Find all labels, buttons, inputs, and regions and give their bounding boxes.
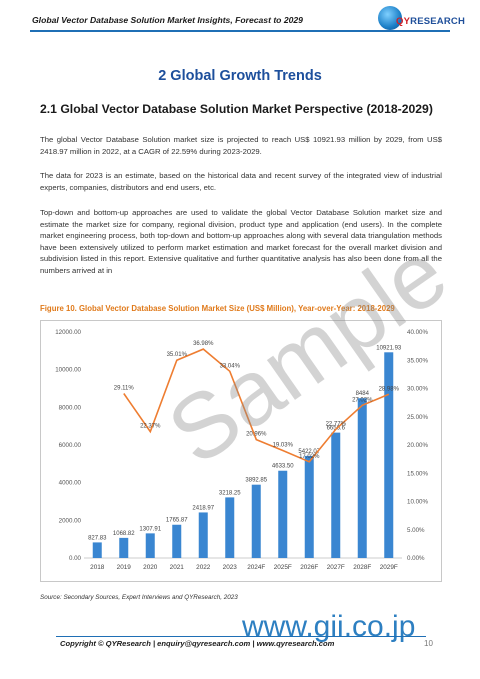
bar	[278, 470, 288, 558]
line-value-label: 22.77%	[326, 421, 347, 427]
x-tick-label: 2027F	[327, 564, 345, 571]
bar	[172, 524, 182, 558]
bar	[92, 542, 102, 558]
bar-value-label: 1307.91	[139, 526, 161, 532]
y-right-tick-label: 25.00%	[407, 414, 428, 421]
market-size-chart: 0.00 2000.00 4000.00 6000.00 8000.00 10000.00…	[40, 320, 442, 582]
x-tick-label: 2021	[170, 564, 185, 571]
y-right-tick-label: 20.00%	[407, 442, 428, 449]
bar	[119, 537, 129, 558]
bar-value-label: 10921.93	[376, 345, 402, 351]
logo-text-secondary: RESEARCH	[410, 16, 466, 27]
bar-value-label: 4633.50	[272, 464, 294, 470]
y-left-tick-label: 10000.00	[55, 367, 81, 374]
line-value-label: 27.02%	[352, 397, 373, 403]
bar-value-label: 2418.97	[192, 505, 214, 511]
line-value-label: 20.96%	[246, 432, 267, 438]
y-right-tick-label: 0.00%	[407, 555, 425, 562]
line-value-label: 35.01%	[167, 352, 188, 358]
line-value-label: 28.98%	[379, 386, 400, 392]
bar-value-label: 3892.85	[245, 478, 267, 484]
y-right-tick-label: 15.00%	[407, 470, 428, 477]
gii-site-watermark: www.gii.co.jp	[242, 610, 416, 643]
page-number: 10	[424, 639, 433, 648]
bar-value-label: 827.83	[88, 535, 107, 541]
bar-value-label: 5422.07	[298, 449, 320, 455]
paragraph-methodology: Top-down and bottom-up approaches are us…	[40, 208, 442, 275]
x-tick-label: 2025F	[274, 564, 292, 571]
y-left-tick-label: 6000.00	[59, 442, 82, 449]
y-right-tick-label: 5.00%	[407, 527, 425, 534]
chart-frame	[40, 320, 442, 582]
source-note: Source: Secondary Sources, Expert Interv…	[40, 594, 238, 601]
x-tick-label: 2026F	[300, 564, 318, 571]
line-value-label: 36.98%	[193, 341, 214, 347]
y-right-tick-label: 30.00%	[407, 386, 428, 393]
y-left-tick-label: 8000.00	[59, 404, 82, 411]
globe-icon	[378, 6, 402, 30]
subsection-title: 2.1 Global Vector Database Solution Mark…	[40, 102, 433, 116]
x-tick-label: 2024F	[247, 564, 265, 571]
growth-rate-line	[123, 348, 390, 463]
x-tick-label: 2022	[196, 564, 211, 571]
line-value-label: 33.04%	[220, 363, 241, 369]
y-right-tick-label: 40.00%	[407, 329, 428, 336]
bar	[384, 352, 394, 558]
bar-value-label: 1765.87	[166, 518, 188, 524]
qyresearch-logo: QYRESEARCH	[372, 6, 465, 32]
x-tick-label: 2020	[143, 564, 158, 571]
figure-caption: Figure 10. Global Vector Database Soluti…	[40, 304, 395, 313]
y-left-tick-label: 0.00	[69, 555, 82, 562]
chart-svg: 0.00 2000.00 4000.00 6000.00 8000.00 10000.00…	[40, 320, 442, 582]
line-value-label: 29.11%	[114, 386, 135, 392]
line-value-label: 22.37%	[140, 424, 161, 430]
paragraph-market-size: The global Vector Database Solution mark…	[40, 135, 442, 156]
y-right-tick-label: 10.00%	[407, 499, 428, 506]
bar	[145, 533, 155, 558]
y-left-tick-label: 12000.00	[55, 329, 81, 336]
bar-value-label: 1068.82	[113, 531, 135, 537]
footer-copyright: Copyright © QYResearch | enquiry@qyresea…	[60, 639, 335, 648]
bar	[225, 497, 235, 558]
bar	[331, 432, 341, 558]
bar	[304, 455, 314, 558]
paragraph-estimate: The data for 2023 is an estimate, based …	[40, 171, 442, 192]
header-divider	[30, 30, 450, 32]
bar-value-label: 8484	[356, 391, 370, 397]
section-title: 2 Global Growth Trends	[158, 68, 322, 84]
line-value-label: 19.03%	[273, 442, 294, 448]
logo-text-primary: QY	[396, 16, 411, 27]
footer-divider	[56, 636, 426, 637]
y-right-tick-label: 35.00%	[407, 357, 428, 364]
bar	[198, 512, 208, 558]
x-tick-label: 2019	[117, 564, 132, 571]
bar	[251, 484, 261, 558]
x-tick-label: 2018	[90, 564, 105, 571]
report-header-title: Global Vector Database Solution Market I…	[32, 15, 303, 25]
line-value-label: 17.02%	[299, 454, 320, 460]
x-tick-label: 2028F	[353, 564, 371, 571]
bar-value-label: 3218.25	[219, 490, 241, 496]
y-left-tick-label: 4000.00	[59, 480, 82, 487]
x-tick-label: 2029F	[380, 564, 398, 571]
y-left-tick-label: 2000.00	[59, 517, 82, 524]
bar	[357, 398, 367, 558]
logo-text: QYRESEARCH	[396, 16, 465, 27]
x-tick-label: 2023	[223, 564, 238, 571]
